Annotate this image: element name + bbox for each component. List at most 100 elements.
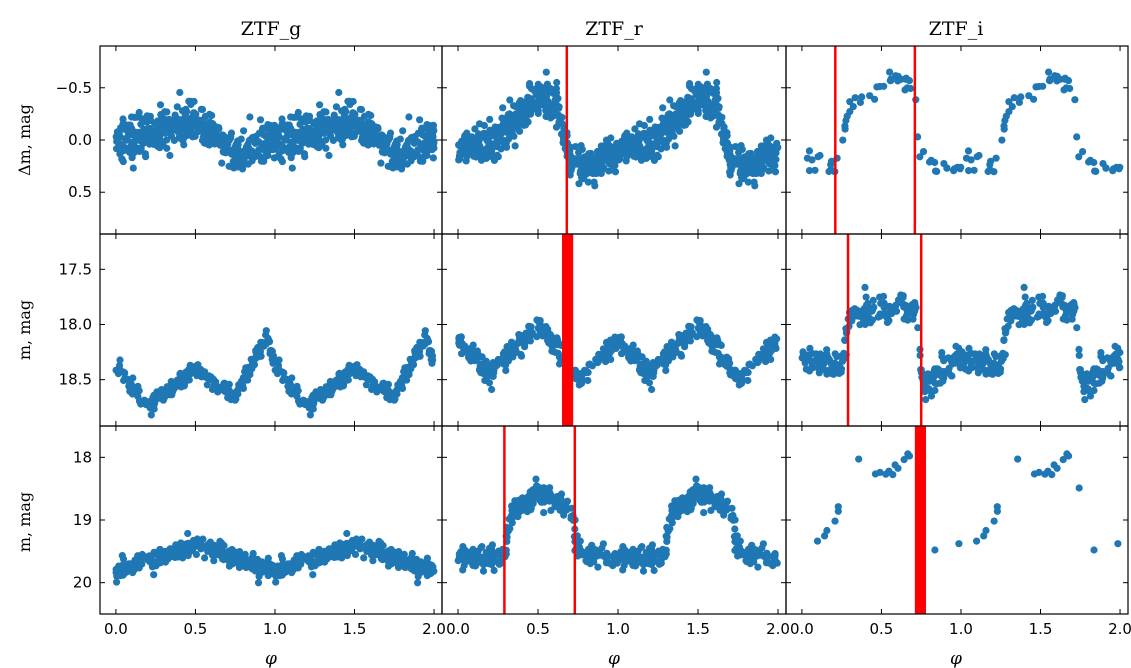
data-point <box>149 403 157 411</box>
data-point <box>856 98 865 106</box>
data-point <box>1066 84 1074 93</box>
data-point <box>758 544 766 552</box>
data-point <box>846 98 854 106</box>
data-point <box>1056 298 1064 306</box>
data-point <box>633 559 641 568</box>
data-point <box>596 163 604 171</box>
data-point <box>396 135 404 143</box>
data-point <box>127 127 135 135</box>
data-point <box>150 559 159 567</box>
data-point <box>976 365 984 373</box>
data-point <box>869 296 877 304</box>
data-point <box>662 361 670 369</box>
data-point <box>987 370 995 378</box>
data-point <box>676 127 684 135</box>
data-point <box>137 144 145 153</box>
data-point <box>399 147 407 155</box>
data-point <box>992 154 1000 162</box>
data-point <box>212 134 220 142</box>
data-point <box>759 345 768 353</box>
data-point <box>414 138 422 146</box>
data-point <box>513 511 521 519</box>
data-point <box>621 551 629 559</box>
data-point <box>990 350 998 358</box>
data-point <box>129 374 137 382</box>
data-point <box>313 131 321 139</box>
data-point <box>335 540 343 548</box>
data-point <box>526 80 534 88</box>
data-point <box>608 166 616 174</box>
data-point <box>277 141 286 150</box>
data-point <box>559 137 568 145</box>
data-point <box>900 456 908 464</box>
data-point <box>578 547 586 556</box>
plot-area <box>455 316 781 394</box>
data-point <box>287 147 295 155</box>
data-point <box>415 152 423 161</box>
data-point <box>687 323 695 331</box>
data-point <box>648 547 656 555</box>
data-point <box>1053 72 1061 80</box>
data-point <box>210 380 219 388</box>
data-point <box>1109 165 1118 173</box>
data-point <box>669 123 677 131</box>
data-point <box>182 108 190 116</box>
x-tick-label: 1.0 <box>949 620 973 638</box>
data-point <box>566 155 574 163</box>
data-point <box>1005 308 1013 316</box>
y-tick-label: 17.5 <box>59 260 92 278</box>
data-point <box>607 134 615 142</box>
data-point <box>329 378 337 386</box>
data-point <box>742 170 750 178</box>
data-point <box>635 134 643 142</box>
data-point <box>638 553 646 561</box>
data-point <box>619 341 628 350</box>
data-point <box>194 128 202 136</box>
data-point <box>185 376 193 384</box>
data-point <box>218 555 227 563</box>
data-point <box>642 362 650 370</box>
data-point <box>495 558 504 567</box>
data-point <box>659 104 667 112</box>
data-point <box>677 352 686 360</box>
data-point <box>666 525 674 533</box>
data-point <box>715 118 723 126</box>
data-point <box>726 359 734 367</box>
data-point <box>726 168 734 176</box>
data-point <box>724 142 733 150</box>
data-point <box>311 121 320 129</box>
data-point <box>712 97 720 106</box>
data-point <box>756 163 764 171</box>
y-tick-label: 19 <box>73 511 92 529</box>
data-point <box>419 157 427 165</box>
data-point <box>203 120 211 128</box>
data-point <box>599 345 608 353</box>
data-point <box>280 374 288 382</box>
data-point <box>649 553 658 561</box>
data-point <box>541 90 549 98</box>
data-point <box>744 376 752 385</box>
data-point <box>690 486 698 494</box>
data-point <box>478 553 486 561</box>
data-point <box>982 346 990 354</box>
y-tick-label: 18.5 <box>59 371 92 389</box>
data-point <box>1081 396 1089 404</box>
data-point <box>344 124 353 132</box>
data-point <box>656 131 664 139</box>
data-point <box>341 369 349 377</box>
data-point <box>1039 82 1047 90</box>
data-point <box>712 89 721 97</box>
data-point <box>256 116 265 124</box>
y-tick-label: 0.0 <box>68 131 92 149</box>
data-point <box>322 144 330 152</box>
data-point <box>869 305 877 313</box>
data-point <box>430 567 438 575</box>
data-point <box>553 78 561 87</box>
data-point <box>754 563 762 571</box>
data-point <box>309 571 317 579</box>
plot-area <box>112 327 437 419</box>
data-point <box>607 355 615 363</box>
data-point <box>428 146 436 154</box>
data-point <box>360 554 368 562</box>
data-point <box>880 303 888 311</box>
